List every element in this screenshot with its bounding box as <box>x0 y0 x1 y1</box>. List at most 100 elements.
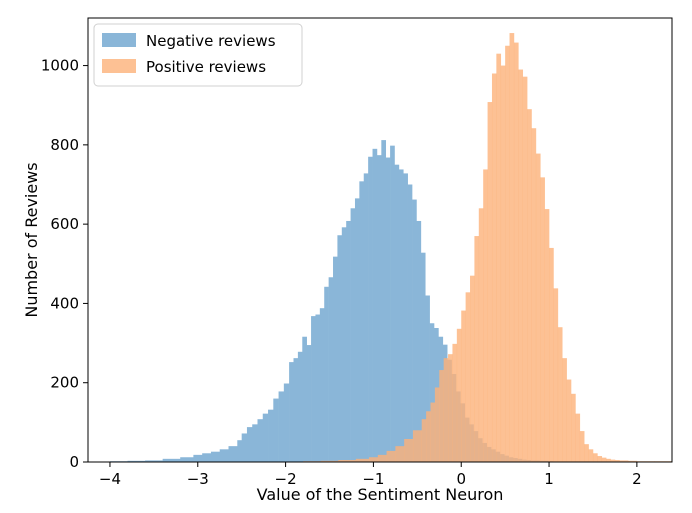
positive-bar <box>395 446 405 462</box>
legend-label-positive: Positive reviews <box>146 58 266 76</box>
negative-bar <box>376 155 382 462</box>
y-tick-label: 1000 <box>41 57 79 75</box>
x-axis: −4 −3 −2 −1 0 1 2 <box>99 462 642 488</box>
x-axis-title: Value of the Sentiment Neuron <box>257 485 504 504</box>
negative-bar <box>210 451 221 462</box>
positive-bar <box>597 456 603 462</box>
positive-bar <box>430 402 436 462</box>
negative-bar <box>202 453 212 462</box>
positive-bar <box>549 247 554 462</box>
negative-bar <box>237 440 242 462</box>
legend-box <box>93 23 303 87</box>
negative-bar <box>268 409 274 462</box>
y-axis: 0 200 400 600 800 1000 <box>41 57 88 471</box>
legend-label-negative: Negative reviews <box>146 32 276 50</box>
positive-bar <box>355 458 370 462</box>
negative-bar <box>252 424 258 462</box>
positive-bar <box>527 109 532 463</box>
x-tick-label: 1 <box>544 470 554 488</box>
negative-bar <box>241 433 248 462</box>
positive-bar <box>513 42 519 462</box>
negative-bar <box>246 427 253 462</box>
positive-bar <box>557 327 563 462</box>
positive-bar <box>487 102 493 462</box>
negative-bar <box>257 419 264 462</box>
positive-bar <box>404 439 414 462</box>
negative-bar <box>341 227 347 462</box>
positive-bar <box>610 459 616 462</box>
positive-bar <box>544 209 550 462</box>
y-tick-label: 0 <box>69 453 79 471</box>
positive-bar <box>386 450 396 462</box>
negative-bar <box>315 314 321 462</box>
negative-bar <box>328 277 334 462</box>
positive-bar <box>606 458 611 462</box>
negative-bar <box>420 252 426 462</box>
positive-bar <box>461 310 466 462</box>
y-tick-label: 600 <box>50 215 79 233</box>
negative-bar <box>429 323 435 462</box>
positive-bar <box>474 236 480 462</box>
y-tick-label: 200 <box>50 374 79 392</box>
negative-bar <box>311 316 316 462</box>
negative-bar <box>293 358 299 462</box>
negative-bar <box>297 351 303 462</box>
positive-bar <box>412 430 423 462</box>
positive-bar <box>566 379 572 462</box>
negative-bar <box>346 220 351 462</box>
positive-bar <box>522 76 528 463</box>
negative-bar <box>127 460 146 462</box>
positive-bar <box>338 460 357 462</box>
negative-bar <box>394 164 400 462</box>
negative-bar <box>306 345 312 462</box>
negative-bar <box>262 413 269 462</box>
positive-bar <box>470 275 475 462</box>
positive-bar <box>509 33 515 463</box>
negative-bar <box>412 199 417 462</box>
positive-bar <box>562 358 567 462</box>
positive-bar <box>377 454 387 462</box>
positive-bar <box>575 413 581 462</box>
negative-bar <box>416 220 422 462</box>
positive-bar <box>540 177 545 463</box>
negative-bar <box>278 391 285 462</box>
positive-bar <box>619 460 629 462</box>
negative-bar <box>385 157 391 463</box>
positive-bar <box>531 128 537 462</box>
negative-bar <box>403 173 408 462</box>
negative-bar <box>372 148 378 462</box>
negative-bar <box>337 235 343 462</box>
positive-bar <box>421 419 427 462</box>
negative-bar <box>350 208 356 462</box>
negative-bar <box>319 308 325 462</box>
positive-bar <box>483 169 488 462</box>
positive-bar <box>535 153 541 462</box>
negative-bar <box>219 449 229 462</box>
negative-bar <box>180 457 194 462</box>
negative-bar <box>381 140 387 462</box>
legend: Negative reviews Positive reviews <box>93 23 303 87</box>
positive-bar <box>491 73 497 462</box>
negative-bar <box>398 169 404 462</box>
x-tick-label: 2 <box>632 470 642 488</box>
positive-bar <box>496 53 502 463</box>
plot-frame <box>87 17 673 463</box>
positive-bar <box>439 370 444 462</box>
legend-swatch-positive <box>102 59 136 73</box>
positive-bar <box>369 457 379 462</box>
negative-bar <box>162 458 181 462</box>
negative-bar <box>363 173 369 462</box>
positive-bar <box>553 288 559 462</box>
negative-bar <box>333 256 338 462</box>
positive-bar <box>518 69 524 462</box>
negative-bar <box>407 184 413 462</box>
negative-bar <box>283 383 290 462</box>
positive-bar <box>456 328 462 462</box>
y-tick-label: 800 <box>50 136 79 154</box>
positive-bar <box>500 65 506 462</box>
y-axis-title: Number of Reviews <box>22 162 41 317</box>
x-tick-label: −2 <box>275 470 297 488</box>
negative-bar <box>368 156 373 462</box>
positive-bar <box>448 354 453 462</box>
